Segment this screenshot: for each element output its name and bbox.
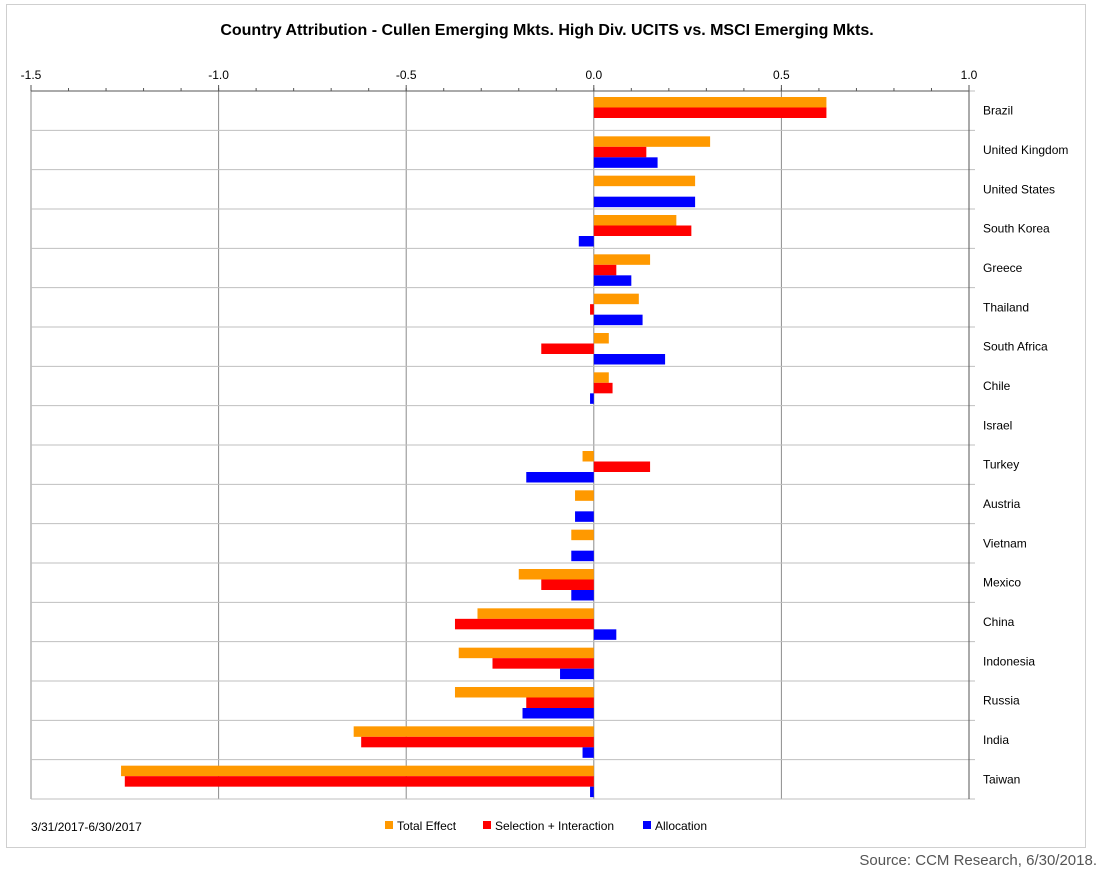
bar-allocation [522, 708, 594, 719]
bar-allocation [593, 629, 617, 640]
bars [121, 97, 827, 798]
category-label: Mexico [983, 576, 1021, 590]
bar-selection-interaction [593, 264, 617, 276]
category-label: Russia [983, 694, 1020, 708]
chart-frame: Country Attribution - Cullen Emerging Mk… [6, 4, 1086, 848]
legend-swatch [385, 821, 393, 829]
x-tick-label: -1.0 [208, 68, 229, 82]
bar-allocation [560, 668, 594, 680]
bar-selection-interaction [526, 697, 594, 708]
bar-allocation [571, 590, 594, 601]
category-label: Turkey [983, 458, 1019, 472]
bar-selection-interaction [590, 304, 594, 315]
bar-allocation [582, 747, 594, 758]
bar-selection-interaction [541, 579, 594, 590]
x-tick-labels: -1.5 -1.0 -0.5 0.0 0.5 1.0 [21, 68, 978, 82]
source-note: Source: CCM Research, 6/30/2018. [859, 852, 1097, 869]
bar-allocation [575, 511, 594, 522]
category-label: United Kingdom [983, 143, 1068, 157]
bar-total-effect [593, 293, 639, 305]
bar-selection-interaction [593, 146, 647, 158]
bar-selection-interaction [361, 736, 594, 748]
bar-selection-interaction [593, 107, 827, 118]
legend-swatch [483, 821, 491, 829]
x-tick-label: -0.5 [396, 68, 417, 82]
bar-allocation [590, 393, 594, 404]
bar-allocation [571, 550, 594, 562]
period-label: 3/31/2017-6/30/2017 [31, 820, 142, 834]
bar-allocation [593, 275, 632, 286]
bar-total-effect [593, 372, 609, 383]
bar-allocation [593, 157, 658, 168]
bar-total-effect [593, 97, 827, 108]
category-label: Austria [983, 497, 1021, 511]
x-tick-label: -1.5 [21, 68, 42, 82]
bar-allocation [590, 786, 594, 798]
bar-total-effect [593, 333, 609, 344]
x-tick-label: 0.0 [585, 68, 602, 82]
bar-total-effect [593, 136, 711, 147]
bar-total-effect [571, 529, 594, 541]
category-label: Israel [983, 418, 1012, 432]
category-label: Brazil [983, 104, 1013, 118]
category-label: Indonesia [983, 654, 1035, 668]
category-label: Vietnam [983, 536, 1027, 550]
bar-allocation [593, 314, 643, 326]
bar-total-effect [518, 569, 594, 580]
chart-title: Country Attribution - Cullen Emerging Mk… [220, 22, 873, 39]
category-label: South Korea [983, 222, 1050, 236]
bar-total-effect [458, 647, 594, 659]
bar-total-effect [454, 687, 594, 698]
category-label: Thailand [983, 300, 1029, 314]
legend-label: Total Effect [397, 819, 457, 833]
category-label: India [983, 733, 1009, 747]
legend: Total Effect Selection + Interaction Alloc… [385, 819, 707, 833]
bar-total-effect [477, 608, 594, 619]
legend-label: Selection + Interaction [495, 819, 614, 833]
bar-selection-interaction [541, 343, 594, 354]
bar-total-effect [121, 765, 594, 777]
x-tick-label: 0.5 [773, 68, 790, 82]
category-label: Chile [983, 379, 1011, 393]
bar-allocation [593, 354, 666, 365]
category-label: Taiwan [983, 772, 1020, 786]
bar-total-effect [593, 215, 677, 226]
bar-selection-interaction [492, 658, 594, 669]
bar-selection-interaction [454, 618, 594, 630]
category-labels: Brazil United Kingdom United States South K… [983, 104, 1068, 787]
bar-allocation [578, 236, 594, 247]
bar-total-effect [353, 726, 594, 737]
axes [30, 85, 970, 799]
x-tick-label: 1.0 [961, 68, 978, 82]
bar-total-effect [593, 254, 651, 265]
bar-allocation [526, 472, 594, 483]
bar-selection-interaction [124, 776, 594, 787]
category-label: China [983, 615, 1015, 629]
bar-selection-interaction [593, 382, 613, 394]
category-label: United States [983, 182, 1055, 196]
bar-selection-interaction [593, 461, 651, 472]
bar-selection-interaction [593, 225, 692, 236]
category-label: South Africa [983, 340, 1048, 354]
legend-label: Allocation [655, 819, 707, 833]
legend-swatch [643, 821, 651, 829]
attribution-chart: Country Attribution - Cullen Emerging Mk… [21, 22, 1069, 834]
bar-allocation [593, 196, 696, 208]
category-label: Greece [983, 261, 1023, 275]
bar-total-effect [593, 175, 696, 187]
bar-total-effect [575, 490, 594, 501]
bar-total-effect [582, 451, 594, 462]
